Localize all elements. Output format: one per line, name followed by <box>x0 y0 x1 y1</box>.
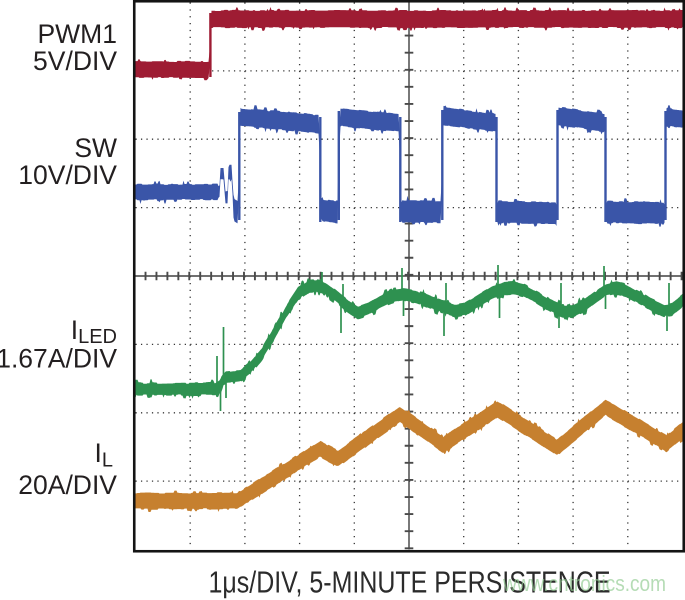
svg-text:5V/DIV: 5V/DIV <box>33 46 117 76</box>
svg-text:10V/DIV: 10V/DIV <box>18 160 117 190</box>
svg-text:SW: SW <box>74 133 117 163</box>
svg-text:www.cntronics.com: www.cntronics.com <box>502 571 666 596</box>
svg-text:PWM1: PWM1 <box>38 19 118 49</box>
svg-text:1μs/DIV, 5-MINUTE PERSISTENCE: 1μs/DIV, 5-MINUTE PERSISTENCE <box>209 566 611 600</box>
svg-text:20A/DIV: 20A/DIV <box>18 470 117 500</box>
svg-text:1.67A/DIV: 1.67A/DIV <box>0 344 117 374</box>
